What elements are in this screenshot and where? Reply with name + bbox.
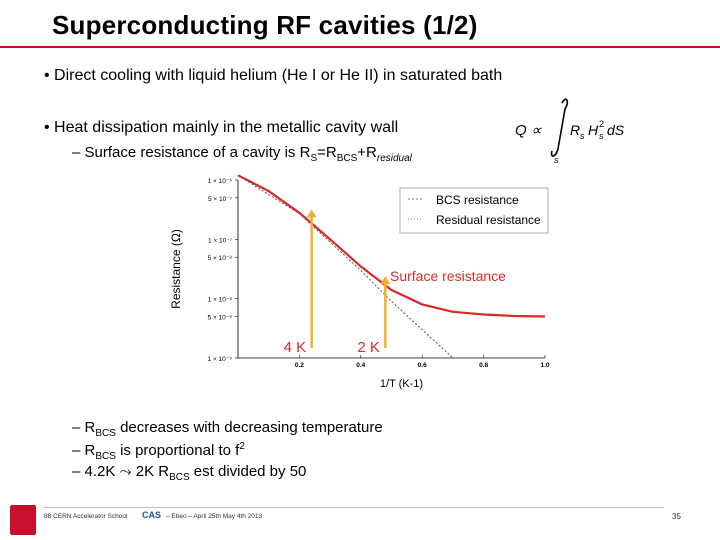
cas-logo-icon: CAS	[142, 510, 162, 520]
note-divided: – 4.2K ⤳ 2K RBCS est divided by 50	[72, 463, 306, 483]
formula-h-sup: 2	[599, 119, 604, 129]
x-tick-label: 0.4	[356, 362, 365, 369]
surface-eq: =R	[317, 144, 337, 161]
y-tick-label: 1 × 10⁻⁹	[208, 356, 233, 363]
formula-h-sub: s	[599, 131, 604, 141]
arrow-icon: ⤳	[119, 463, 132, 480]
y-tick-label: 1 × 10⁻⁷	[208, 237, 233, 244]
y-tick-label: 1 × 10⁻⁶	[208, 178, 233, 185]
note-3-text: 2K R	[131, 463, 170, 480]
note-2-sup: 2	[239, 441, 245, 452]
y-tick-label: 5 × 10⁻⁸	[208, 255, 233, 262]
note-2-sub: BCS	[95, 451, 116, 462]
temperature-arrowhead-icon	[306, 209, 317, 218]
note-1-prefix: – R	[72, 419, 96, 436]
footer-rule	[44, 507, 664, 508]
note-2-prefix: – R	[72, 442, 96, 459]
x-tick-label: 0.8	[479, 362, 488, 369]
surface-resistance-label: Surface resistance	[390, 268, 506, 284]
resistance-chart: 1 × 10⁻⁶ 5 × 10⁻⁷ 1 × 10⁻⁷ 5 × 10⁻⁸ 1 × 10⁻⁸…	[169, 174, 550, 390]
note-proportional: – RBCS is proportional to f2	[72, 441, 245, 462]
temperature-label: 2 K	[357, 339, 380, 356]
formula-ds: dS	[607, 122, 625, 138]
footer-dates: – Ebeo – April 25th May 4th 2013	[166, 513, 263, 520]
bullet-cooling: • Direct cooling with liquid helium (He …	[44, 67, 503, 84]
note-1-text: decreases with decreasing temperature	[115, 419, 383, 436]
legend-box	[399, 187, 549, 234]
formula-r-sub: s	[580, 131, 585, 141]
surface-resistance-series-line	[237, 174, 546, 318]
slide-title: Superconducting RF cavities (1/2)	[52, 10, 478, 40]
title-rule	[0, 46, 720, 48]
bullet-heat: • Heat dissipation mainly in the metalli…	[44, 119, 399, 136]
integral-icon	[550, 98, 569, 157]
legend-bcs-label: BCS resistance	[436, 193, 519, 207]
note-3-sub: BCS	[169, 472, 190, 483]
temperature-arrowhead-icon	[380, 276, 391, 285]
x-tick-label: 1.0	[540, 362, 549, 369]
surface-sub-residual: residual	[376, 153, 412, 164]
surface-resistance-line: – Surface resistance of a cavity is RS=R…	[72, 144, 412, 164]
surface-text: – Surface resistance of a cavity is R	[72, 144, 311, 161]
surface-plus: +R	[357, 144, 377, 161]
formula-lhs: Q ∝	[515, 122, 542, 139]
formula-lower: s	[554, 155, 559, 165]
legend-residual-label: Residual resistance	[436, 213, 541, 227]
temperature-label: 4 K	[284, 339, 307, 356]
note-1-sub: BCS	[95, 428, 116, 439]
y-axis-label: Resistance (Ω)	[169, 229, 183, 309]
y-tick-label: 5 × 10⁻⁷	[208, 196, 233, 203]
x-tick-label: 0.2	[295, 362, 304, 369]
cea-logo-icon	[10, 505, 36, 535]
note-2-text: is proportional to f	[115, 442, 240, 459]
heat-formula: Q ∝ R s H s 2 dS s	[515, 98, 625, 165]
note-3-prefix: – 4.2K	[72, 463, 120, 480]
note-decreases: – RBCS decreases with decreasing tempera…	[72, 419, 383, 439]
page-number: 35	[672, 512, 681, 521]
y-tick-label: 5 × 10⁻⁹	[208, 315, 233, 322]
formula-h: H	[588, 122, 599, 138]
x-axis-label: 1/T (K-1)	[380, 378, 423, 390]
note-3-tail: est divided by 50	[189, 463, 307, 480]
surface-sub-bcs: BCS	[336, 153, 358, 164]
y-tick-label: 1 × 10⁻⁸	[208, 297, 233, 304]
surface-sub-s: S	[310, 153, 318, 164]
footer-text: 88 CERN Accelerator School	[44, 513, 128, 520]
formula-r: R	[570, 122, 580, 138]
x-tick-label: 0.6	[418, 362, 427, 369]
bcs-series-line	[237, 174, 454, 359]
